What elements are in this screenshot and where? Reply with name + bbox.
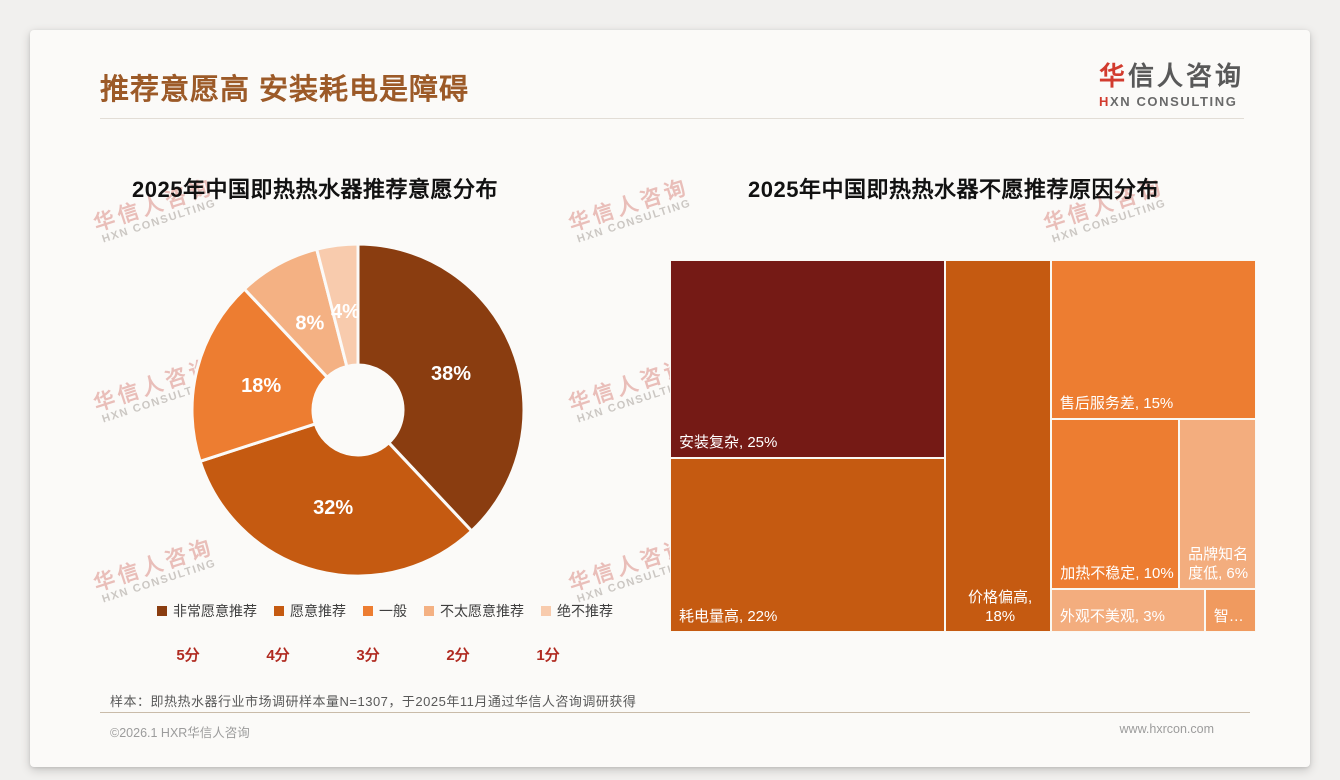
treemap-cell-label: 品牌知名度低, 6% bbox=[1188, 546, 1249, 583]
header-divider bbox=[100, 118, 1244, 119]
treemap-cell-label: 耗电量高, 22% bbox=[679, 607, 778, 625]
legend-swatch bbox=[157, 606, 167, 616]
legend-item-2[interactable]: 愿意推荐 bbox=[274, 601, 346, 621]
donut-chart[interactable]: 38% 32% 18% 8% 4% bbox=[186, 238, 530, 582]
donut-data-label: 32% bbox=[313, 497, 353, 519]
treemap-cell-4[interactable]: 售后服务差, 15% bbox=[1050, 260, 1256, 420]
donut-data-label: 38% bbox=[431, 363, 471, 385]
treemap-cell-label: 智… bbox=[1213, 607, 1244, 625]
logo-chinese-text: 华信人咨询 bbox=[1098, 61, 1244, 91]
treemap-cell-label: 外观不美观, 3% bbox=[1059, 607, 1165, 625]
donut-slice-2[interactable] bbox=[198, 422, 474, 578]
treemap-chart[interactable]: 安装复杂, 25% 耗电量高, 22% 价格偏高, 18% 售后服务差, 15% 加热不… bbox=[670, 260, 1256, 632]
website-url: www.hxrcon.com bbox=[1119, 722, 1214, 736]
treemap-chart-title: 2025年中国即热热水器不愿推荐原因分布 bbox=[748, 177, 1159, 202]
score-label-1: 5分 bbox=[176, 647, 200, 664]
legend-item-1[interactable]: 非常愿意推荐 bbox=[157, 601, 257, 621]
footer-divider bbox=[100, 712, 1250, 713]
donut-slice-1[interactable] bbox=[356, 242, 526, 533]
company-logo: 华信人咨询 HXN CONSULTING bbox=[1099, 56, 1244, 109]
treemap-cell-8[interactable]: 智… bbox=[1204, 589, 1256, 632]
donut-data-label: 8% bbox=[295, 312, 324, 334]
legend-item-3[interactable]: 一般 bbox=[363, 601, 407, 621]
score-label-2: 4分 bbox=[266, 647, 290, 664]
donut-slice-5[interactable] bbox=[315, 242, 360, 368]
logo-english-text: HXN CONSULTING bbox=[1098, 94, 1238, 109]
treemap-cell-6[interactable]: 品牌知名度低, 6% bbox=[1179, 419, 1256, 590]
legend-swatch bbox=[424, 606, 434, 616]
score-label-3: 3分 bbox=[356, 647, 380, 664]
legend-label: 不太愿意推荐 bbox=[440, 603, 524, 619]
legend-item-4[interactable]: 不太愿意推荐 bbox=[424, 601, 524, 621]
treemap-cell-2[interactable]: 耗电量高, 22% bbox=[670, 457, 946, 632]
legend-swatch bbox=[274, 606, 284, 616]
donut-chart-title: 2025年中国即热热水器推荐意愿分布 bbox=[132, 177, 498, 202]
legend-label: 非常愿意推荐 bbox=[173, 603, 257, 619]
legend-swatch bbox=[541, 606, 551, 616]
donut-slice-3[interactable] bbox=[190, 287, 329, 463]
treemap-cell-3[interactable]: 价格偏高, 18% bbox=[945, 260, 1051, 632]
treemap-cell-label: 售后服务差, 15% bbox=[1059, 395, 1174, 413]
donut-data-label: 18% bbox=[241, 375, 281, 397]
score-label-4: 2分 bbox=[446, 647, 470, 664]
score-label-5: 1分 bbox=[536, 647, 560, 664]
legend-label: 愿意推荐 bbox=[290, 603, 346, 619]
treemap-cell-label: 加热不稳定, 10% bbox=[1060, 565, 1174, 583]
legend-swatch bbox=[363, 606, 373, 616]
donut-data-label: 4% bbox=[331, 301, 360, 323]
treemap-cell-1[interactable]: 安装复杂, 25% bbox=[670, 260, 946, 458]
donut-legend: 非常愿意推荐 愿意推荐 一般 不太愿意推荐 绝不推荐 bbox=[155, 601, 615, 621]
legend-label: 绝不推荐 bbox=[557, 603, 613, 619]
page-title: 推荐意愿高 安装耗电是障碍 bbox=[100, 74, 470, 106]
treemap-cell-label: 安装复杂, 25% bbox=[679, 433, 778, 451]
sample-note: 样本：即热热水器行业市场调研样本量N=1307，于2025年11月通过华信人咨询… bbox=[110, 694, 637, 709]
copyright-text: ©2026.1 HXR华信人咨询 bbox=[110, 726, 250, 740]
legend-item-5[interactable]: 绝不推荐 bbox=[541, 601, 613, 621]
treemap-cell-label: 价格偏高, 18% bbox=[968, 588, 1033, 625]
treemap-cell-7[interactable]: 外观不美观, 3% bbox=[1050, 589, 1205, 632]
slide-card: 华信人咨询 HXN CONSULTING 华信人咨询 HXN CONSULTING 华信… bbox=[30, 30, 1310, 767]
treemap-cell-5[interactable]: 加热不稳定, 10% bbox=[1050, 419, 1180, 590]
legend-label: 一般 bbox=[379, 603, 407, 619]
